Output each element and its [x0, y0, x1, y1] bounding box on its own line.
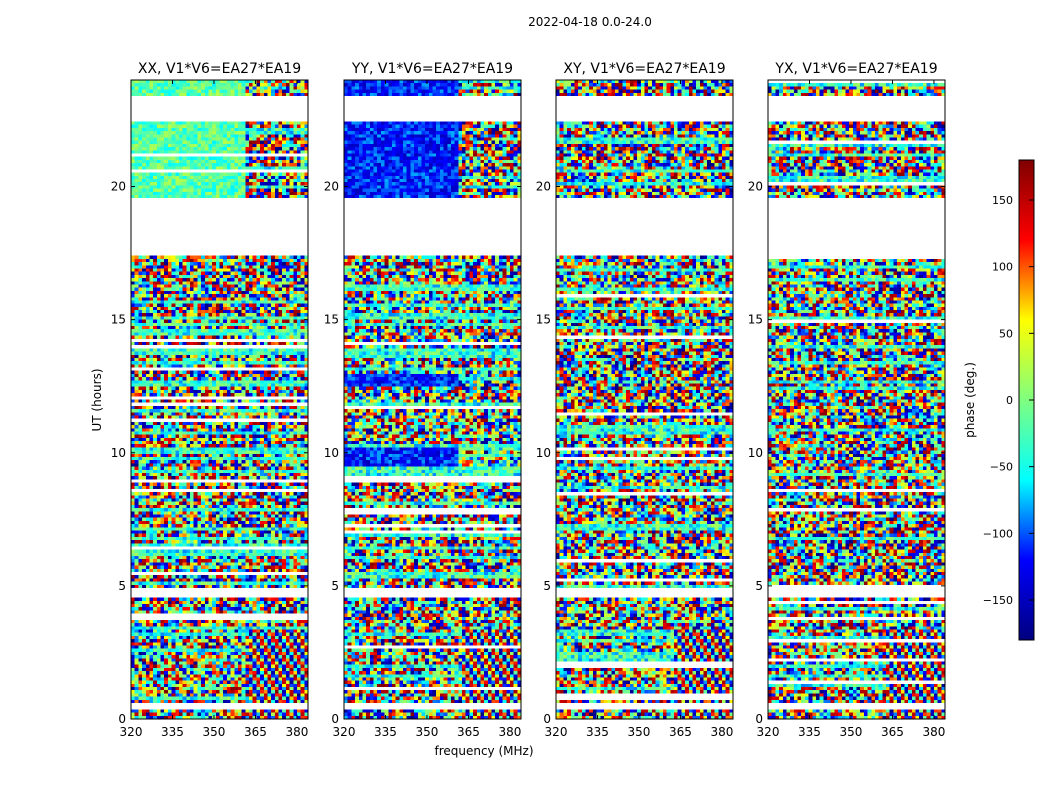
x-tick-label: 320	[120, 725, 143, 739]
y-tick-label: 0	[543, 712, 551, 726]
panel-title: XX, V1*V6=EA27*EA19	[138, 61, 301, 77]
colorbar-tick-label: 100	[992, 261, 1013, 274]
y-tick-label: 5	[331, 579, 339, 593]
y-tick-label: 5	[118, 579, 126, 593]
y-tick-label: 20	[111, 180, 126, 194]
y-tick-label: 0	[118, 712, 126, 726]
x-tick-label: 380	[285, 725, 308, 739]
colorbar-tick-label: 150	[992, 194, 1013, 207]
x-tick-label: 380	[498, 725, 521, 739]
x-tick-label: 380	[922, 725, 945, 739]
x-tick-label: 335	[374, 725, 397, 739]
phase-raster	[556, 80, 733, 719]
x-tick-label: 335	[798, 725, 821, 739]
phase-raster	[131, 80, 308, 719]
colorbar-tick-label: −150	[983, 594, 1013, 607]
y-axis-label: UT (hours)	[90, 368, 104, 431]
x-axis-label: frequency (MHz)	[434, 744, 533, 758]
x-tick-label: 365	[244, 725, 267, 739]
y-tick-label: 15	[536, 313, 551, 327]
x-tick-label: 320	[757, 725, 780, 739]
panel-yx: YX, V1*V6=EA27*EA19 320 335 350 365 380 0 5 10 15…	[748, 61, 946, 739]
x-tick-label: 350	[840, 725, 863, 739]
y-tick-label: 10	[536, 446, 551, 460]
figure-suptitle: 2022-04-18 0.0-24.0	[528, 15, 652, 29]
y-tick-label: 20	[536, 180, 551, 194]
panel-frame	[555, 79, 734, 720]
panel-yy: YY, V1*V6=EA27*EA19 320 335 350 365 380 0 5 10 15…	[324, 61, 522, 739]
y-tick-label: 0	[331, 712, 339, 726]
y-tick-label: 20	[324, 180, 339, 194]
x-tick-label: 365	[669, 725, 692, 739]
colorbar-tick-label: −50	[990, 461, 1013, 474]
panel-title: YX, V1*V6=EA27*EA19	[774, 61, 937, 77]
phase-raster	[768, 80, 945, 719]
x-tick-label: 350	[203, 725, 226, 739]
y-tick-label: 20	[748, 180, 763, 194]
x-tick-label: 320	[545, 725, 568, 739]
panel-frame	[343, 79, 522, 720]
x-tick-label: 350	[416, 725, 439, 739]
y-tick-label: 15	[324, 313, 339, 327]
panel-title: YY, V1*V6=EA27*EA19	[351, 61, 513, 77]
colorbar-tick-label: 0	[1006, 394, 1013, 407]
panel-xy: XY, V1*V6=EA27*EA19 320 335 350 365 380 0 5 10 15…	[536, 61, 734, 739]
x-tick-label: 365	[457, 725, 480, 739]
colorbar-ticks: 150 100 50 0 −50 −100 −150	[983, 194, 1034, 607]
y-tick-label: 0	[755, 712, 763, 726]
panels: XX, V1*V6=EA27*EA19 320 335 350 365 380 0 5 10 15…	[111, 61, 946, 739]
x-tick-label: 335	[161, 725, 184, 739]
colorbar-tick-label: 50	[999, 327, 1013, 340]
y-tick-label: 10	[111, 446, 126, 460]
panel-frame	[130, 79, 309, 720]
phase-raster	[344, 80, 521, 719]
panel-frame	[767, 79, 946, 720]
y-tick-label: 5	[755, 579, 763, 593]
colorbar-tick-label: −100	[983, 527, 1013, 540]
x-tick-label: 335	[586, 725, 609, 739]
x-tick-label: 365	[881, 725, 904, 739]
panel-title: XY, V1*V6=EA27*EA19	[563, 61, 725, 77]
y-tick-label: 10	[748, 446, 763, 460]
panel-xx: XX, V1*V6=EA27*EA19 320 335 350 365 380 0 5 10 15…	[111, 61, 309, 739]
x-tick-label: 350	[628, 725, 651, 739]
y-tick-label: 5	[543, 579, 551, 593]
y-tick-label: 10	[324, 446, 339, 460]
x-tick-label: 380	[710, 725, 733, 739]
y-tick-label: 15	[748, 313, 763, 327]
x-tick-label: 320	[333, 725, 356, 739]
y-tick-label: 15	[111, 313, 126, 327]
colorbar: 150 100 50 0 −50 −100 −150 phase (deg.)	[963, 159, 1035, 641]
colorbar-label: phase (deg.)	[963, 362, 977, 438]
